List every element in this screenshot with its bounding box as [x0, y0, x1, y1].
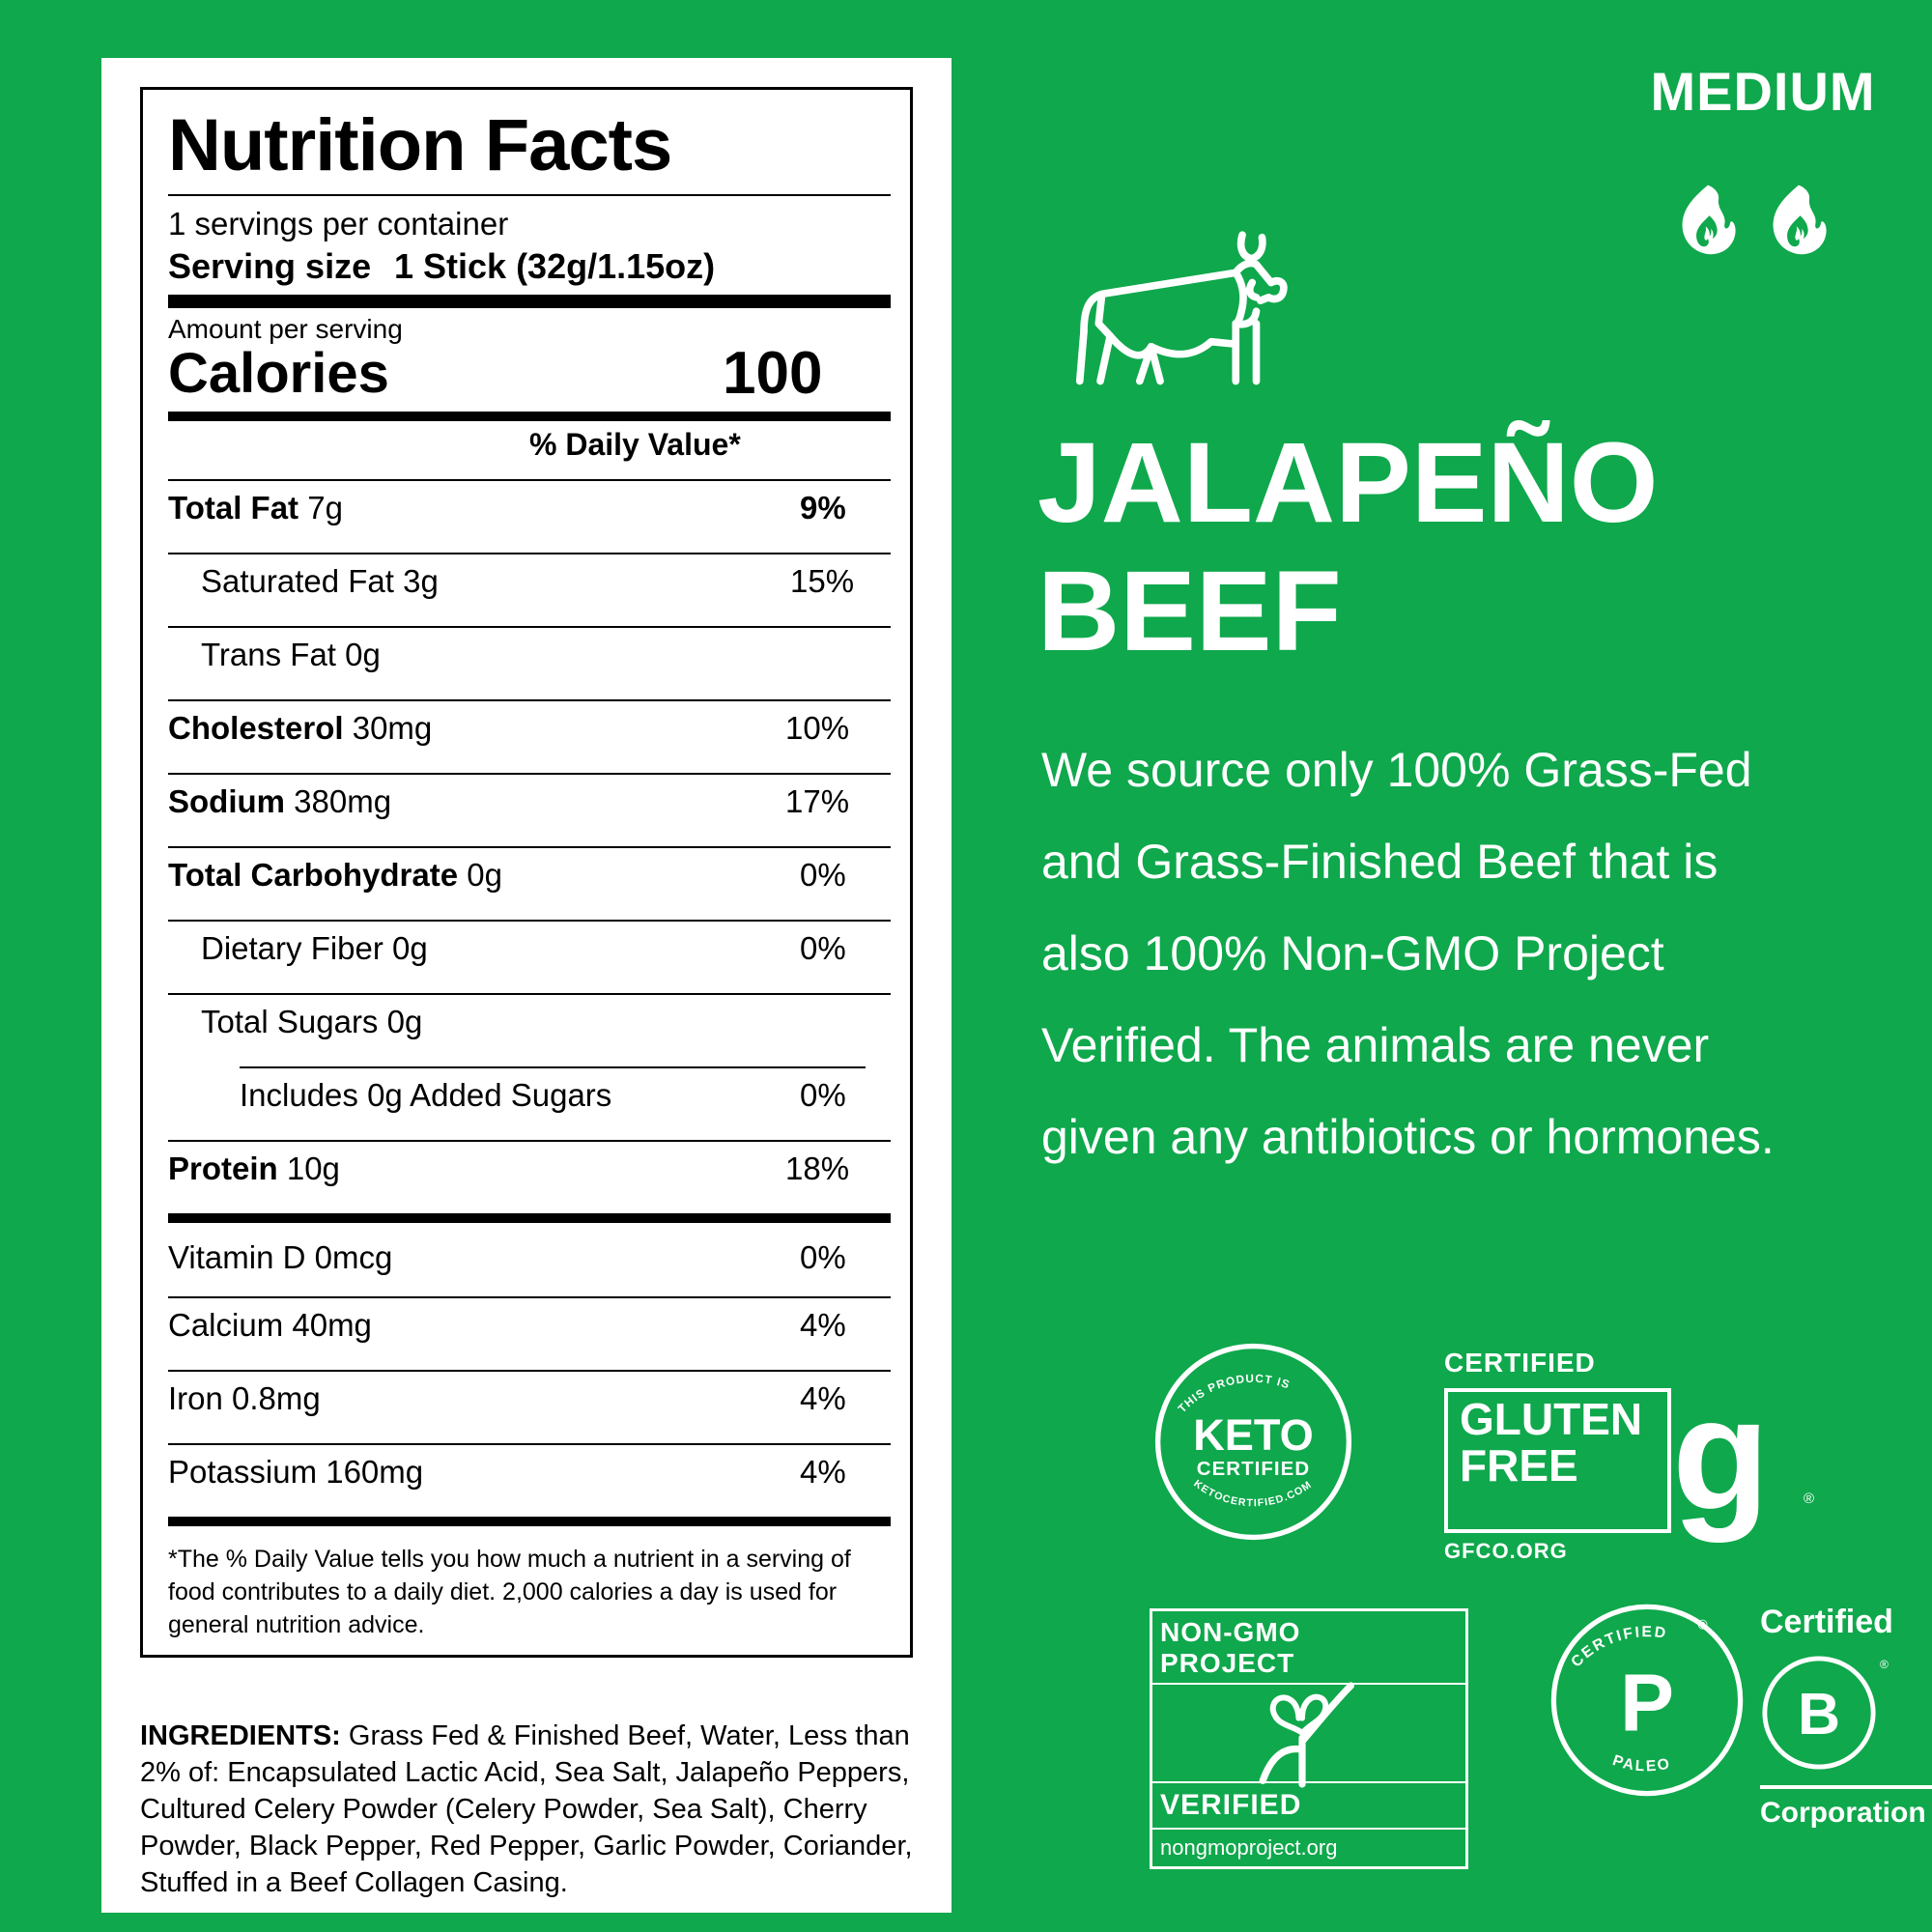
svg-text:THIS PRODUCT IS: THIS PRODUCT IS	[1176, 1372, 1293, 1415]
svg-text:B: B	[1798, 1681, 1840, 1747]
svg-text:KETOCERTIFIED.COM: KETOCERTIFIED.COM	[1191, 1478, 1314, 1509]
svg-text:®: ®	[1698, 1618, 1708, 1633]
svg-text:PALEO: PALEO	[1610, 1752, 1673, 1776]
svg-text:P: P	[1620, 1658, 1674, 1748]
svg-text:KETO: KETO	[1193, 1410, 1314, 1460]
svg-text:CERTIFIED: CERTIFIED	[1197, 1459, 1310, 1480]
